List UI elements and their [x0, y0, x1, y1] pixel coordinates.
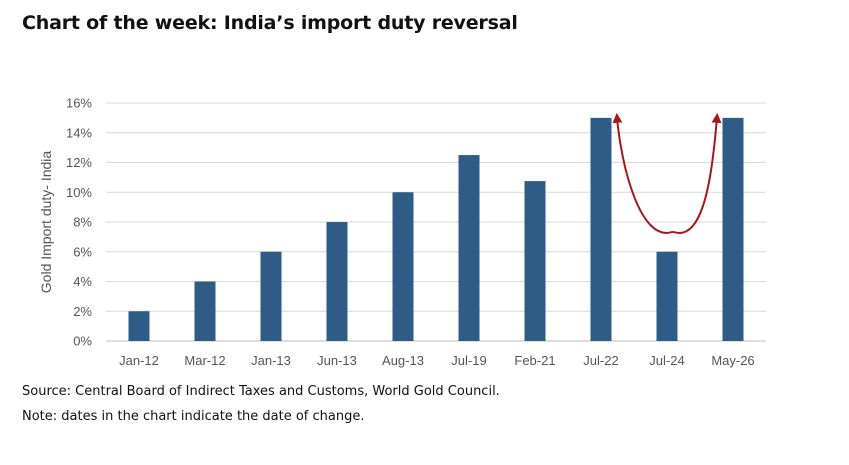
- date-note: Note: dates in the chart indicate the da…: [22, 409, 365, 424]
- x-tick-label: Mar-12: [184, 353, 225, 368]
- y-axis-label: Gold Import duty- India: [38, 151, 54, 294]
- y-tick-label: 0%: [73, 334, 92, 349]
- x-tick-label: Feb-21: [514, 353, 555, 368]
- bar-jun-13: [326, 222, 348, 341]
- y-tick-label: 16%: [66, 96, 92, 111]
- bar-mar-12: [194, 281, 216, 341]
- bar-aug-13: [392, 192, 414, 341]
- y-tick-label: 6%: [73, 244, 92, 259]
- reversal-arrow-right: [672, 112, 722, 234]
- x-tick-label: Jul-24: [649, 353, 684, 368]
- bar-feb-21: [524, 181, 546, 341]
- x-tick-label: Jan-12: [119, 353, 159, 368]
- chart-title: Chart of the week: India’s import duty r…: [22, 12, 518, 34]
- x-tick-label: May-26: [711, 353, 754, 368]
- bar-chart: 0% 2% 4% 6% 8% 10% 12% 14% 16% Gold Import duty- …: [38, 96, 766, 368]
- y-tick-label: 4%: [73, 274, 92, 289]
- x-tick-label: Aug-13: [382, 353, 424, 368]
- bar-jan-12: [128, 311, 150, 341]
- y-tick-label: 10%: [66, 185, 92, 200]
- bar-jan-13: [260, 251, 282, 341]
- reversal-arrow-left: [612, 112, 674, 234]
- bar-jul-19: [458, 155, 480, 341]
- source-note: Source: Central Board of Indirect Taxes …: [22, 384, 500, 399]
- x-tick-label: Jul-19: [451, 353, 486, 368]
- y-tick-label: 8%: [73, 215, 92, 230]
- bar-may-26: [722, 117, 744, 341]
- chart-area: 0% 2% 4% 6% 8% 10% 12% 14% 16% Gold Import duty- …: [0, 80, 849, 380]
- bar-jul-24: [656, 251, 678, 341]
- y-tick-label: 2%: [73, 304, 92, 319]
- x-tick-label: Jul-22: [583, 353, 618, 368]
- y-tick-label: 14%: [66, 125, 92, 140]
- y-tick-label: 12%: [66, 155, 92, 170]
- bar-jul-22: [590, 117, 612, 341]
- x-tick-label: Jun-13: [317, 353, 357, 368]
- x-tick-label: Jan-13: [251, 353, 291, 368]
